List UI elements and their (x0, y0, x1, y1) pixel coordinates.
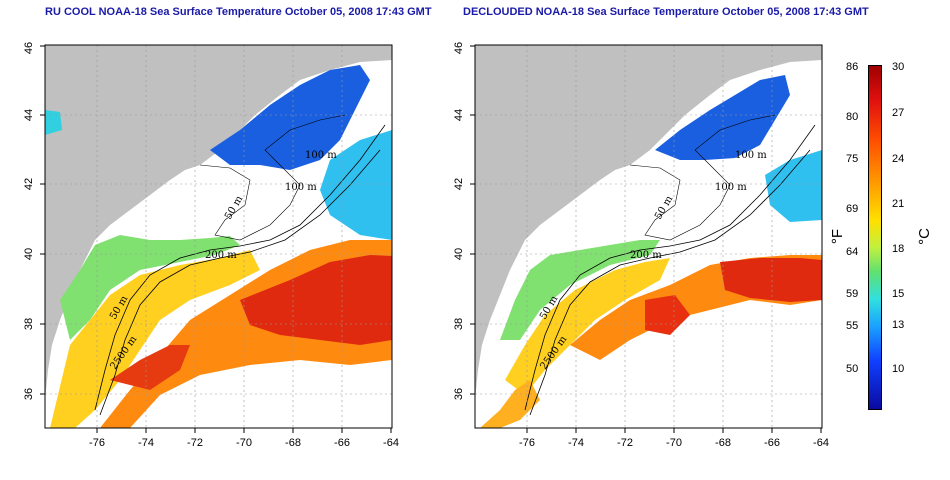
colorbar-f-tick: 59 (846, 288, 859, 300)
red-water-south (110, 345, 190, 390)
colorbar-f-tick: 50 (846, 363, 859, 375)
lat-tick-label: 40 (453, 248, 465, 260)
colorbar-c-tick: 27 (892, 107, 905, 119)
fahrenheit-unit-label: °F (829, 228, 847, 245)
colorbar-c-tick: 13 (892, 319, 905, 331)
lon-tick-label: -66 (764, 437, 780, 449)
map-frame (44, 44, 393, 429)
contour-label: 200 m (630, 250, 662, 261)
lon-tick-label: -72 (187, 437, 203, 449)
left-panel-title: RU COOL NOAA-18 Sea Surface Temperature … (45, 6, 432, 18)
lat-tick-label: 46 (453, 42, 465, 54)
yellow-water (505, 258, 670, 395)
deep-contour-line (529, 149, 811, 416)
coastal-water-south (480, 380, 540, 428)
colorbar-f-tick: 80 (846, 111, 859, 123)
red-water (240, 255, 392, 345)
lon-tick-label: -70 (236, 437, 252, 449)
cyan-edge-left (45, 110, 62, 135)
contour-label: 100 m (305, 150, 337, 161)
lat-tick-label: 42 (453, 178, 465, 190)
lat-tick-label: 44 (23, 109, 35, 121)
lat-tick-label: 40 (23, 248, 35, 260)
colorbar-c-tick: 10 (892, 363, 905, 375)
land-mass (45, 45, 392, 400)
lon-tick-label: -66 (334, 437, 350, 449)
lat-tick-label: 36 (453, 388, 465, 400)
colorbar-f-tick: 86 (846, 61, 859, 73)
right-map-panel: 100 m 100 m 50 m 200 m 50 m 2500 m -76 -… (430, 0, 830, 475)
contour-label: 200 m (205, 250, 237, 261)
map-frame (474, 44, 823, 429)
colorbar-c-tick: 21 (892, 198, 905, 210)
left-map-panel: 100 m 100 m 50 m 200 m 50 m 2500 m -76 -… (0, 0, 420, 475)
colorbar-f-tick: 64 (846, 246, 859, 258)
lon-tick-label: -74 (568, 437, 584, 449)
lat-tick-label: 42 (23, 178, 35, 190)
right-map-svg: 100 m 100 m 50 m 200 m 50 m 2500 m -76 -… (453, 42, 829, 449)
land-mass (475, 45, 822, 400)
celsius-unit-label: °C (915, 228, 933, 245)
red-water-patch (645, 295, 690, 335)
yellow-water (50, 250, 260, 428)
lat-tick-label: 36 (23, 388, 35, 400)
lat-tick-label: 38 (23, 318, 35, 330)
lon-tick-label: -72 (617, 437, 633, 449)
colorbar-f-tick: 55 (846, 320, 859, 332)
cool-water-region (765, 150, 822, 222)
lon-tick-label: -76 (519, 437, 535, 449)
lat-tick-label: 44 (453, 109, 465, 121)
cloud-cover-south (140, 365, 392, 428)
colorbar (868, 65, 882, 410)
lon-tick-label: -64 (813, 437, 829, 449)
green-shelf-water (60, 235, 240, 340)
cold-water-region (210, 65, 370, 170)
colorbar-c-tick: 18 (892, 243, 905, 255)
cold-water-region (655, 75, 790, 160)
lon-tick-label: -74 (138, 437, 154, 449)
right-panel-title: DECLOUDED NOAA-18 Sea Surface Temperatur… (463, 6, 869, 18)
graticule (45, 45, 392, 428)
green-shelf-water (500, 240, 660, 340)
red-water (720, 258, 822, 302)
colorbar-c-tick: 15 (892, 288, 905, 300)
shelf-contour-line (94, 124, 386, 411)
contour-label: 100 m (735, 150, 767, 161)
colorbar-f-tick: 75 (846, 153, 859, 165)
axis-ticks (470, 45, 822, 433)
axis-ticks (40, 45, 392, 433)
lon-tick-label: -76 (89, 437, 105, 449)
lat-tick-label: 38 (453, 318, 465, 330)
lon-tick-label: -68 (285, 437, 301, 449)
lat-tick-label: 46 (23, 42, 35, 54)
colorbar-c-tick: 24 (892, 153, 905, 165)
contour-label: 100 m (715, 182, 747, 193)
inner-contour-line (629, 114, 776, 241)
lon-tick-label: -68 (715, 437, 731, 449)
deep-contour-line (99, 149, 381, 416)
inner-contour-line (199, 114, 346, 241)
lon-tick-label: -64 (383, 437, 399, 449)
cloud-cover-south (540, 318, 822, 428)
shelf-contour-line (524, 124, 816, 411)
colorbar-c-tick: 30 (892, 61, 905, 73)
left-map-svg: 100 m 100 m 50 m 200 m 50 m 2500 m -76 -… (23, 42, 399, 449)
contour-label: 100 m (285, 182, 317, 193)
lon-tick-label: -70 (666, 437, 682, 449)
graticule (475, 45, 822, 428)
colorbar-f-tick: 69 (846, 203, 859, 215)
